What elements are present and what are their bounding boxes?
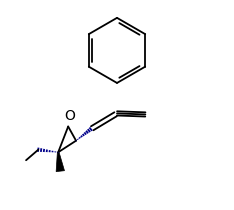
- Polygon shape: [56, 152, 65, 172]
- Text: O: O: [64, 109, 75, 123]
